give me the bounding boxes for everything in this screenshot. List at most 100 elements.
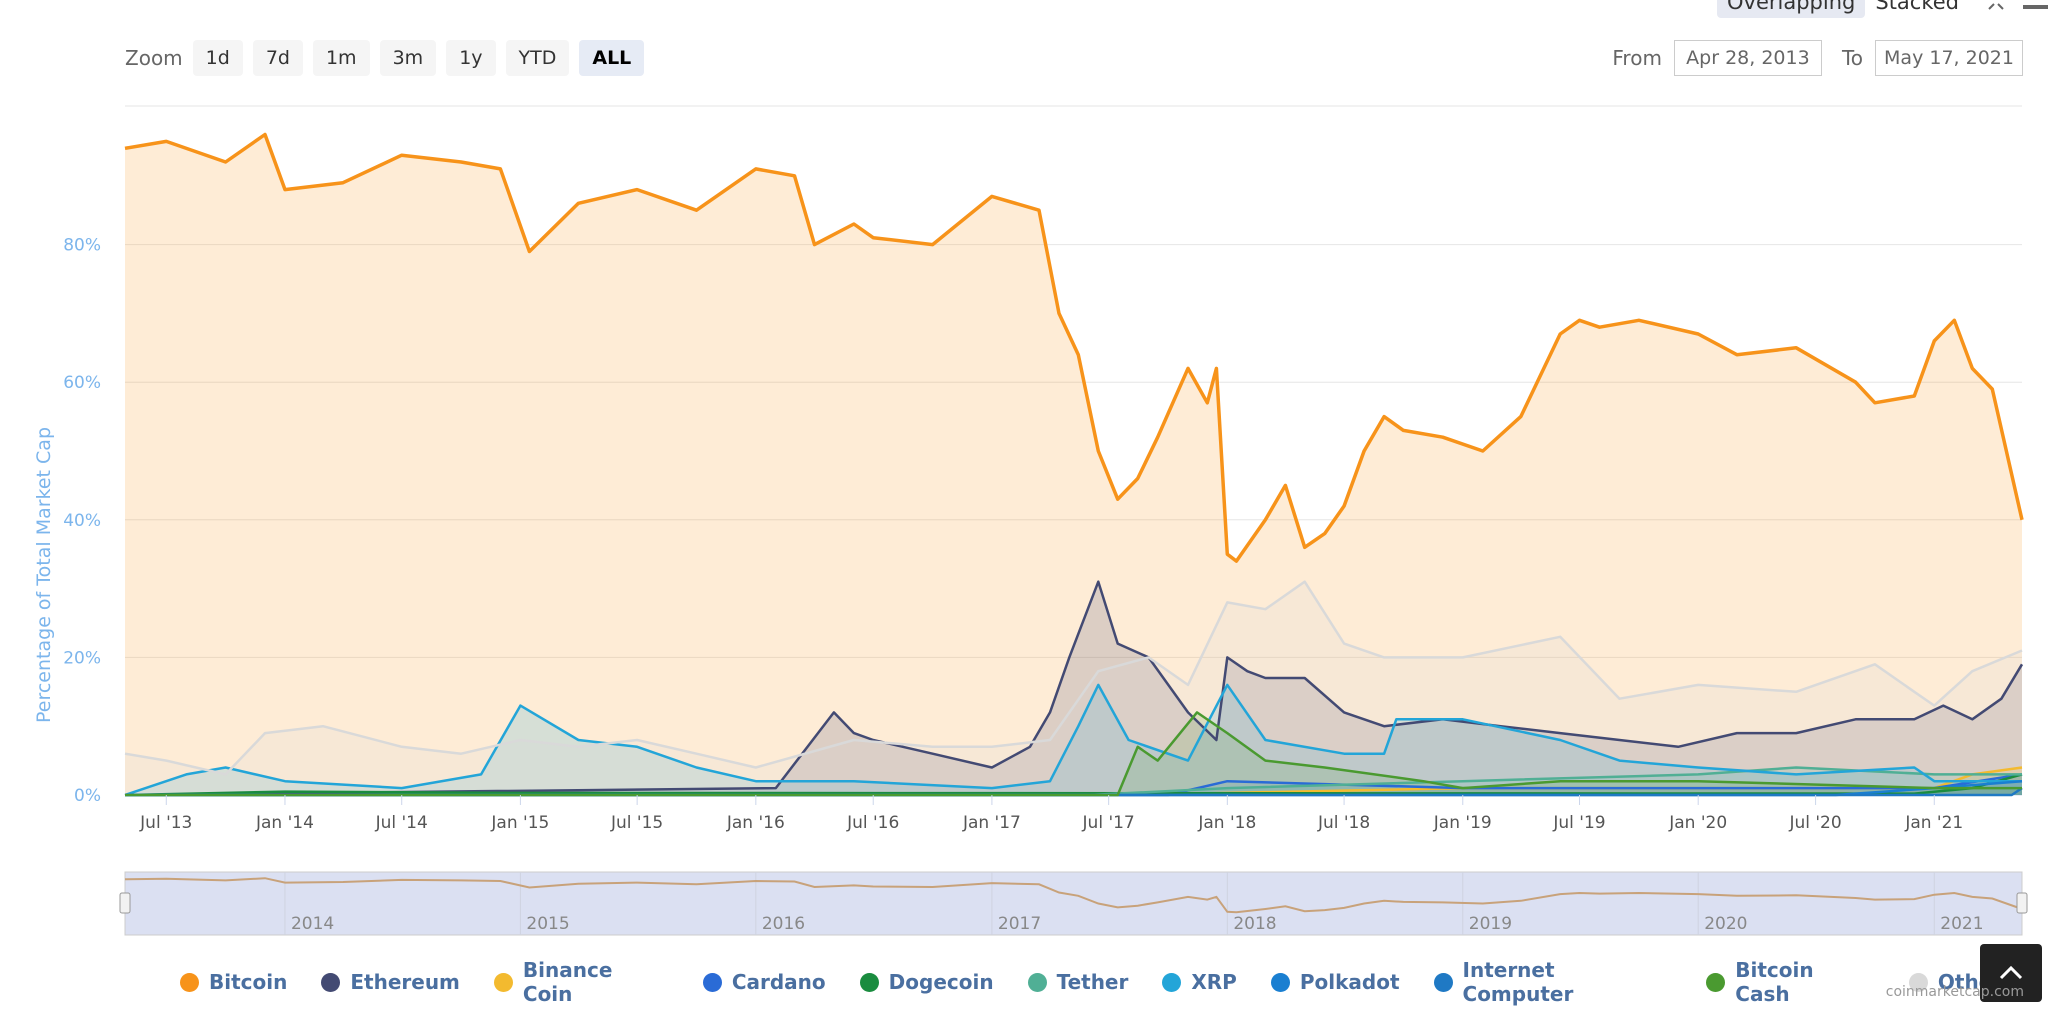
y-tick-label: 80% bbox=[63, 236, 101, 256]
series-area-xrp bbox=[125, 684, 2022, 795]
legend-label: Ethereum bbox=[350, 970, 460, 994]
y-tick-label: 40% bbox=[63, 511, 101, 531]
x-tick-label: Jul '16 bbox=[846, 813, 899, 833]
series-line-others bbox=[124, 580, 2023, 776]
legend-marker bbox=[493, 972, 513, 992]
navigator-year-label: 2019 bbox=[1469, 914, 1512, 934]
series-area-others bbox=[125, 581, 2022, 795]
x-tick-label: Jul '18 bbox=[1317, 813, 1370, 833]
zoom-all-button[interactable]: ALL bbox=[579, 40, 645, 76]
menu-icon[interactable] bbox=[2023, 2, 2048, 16]
x-tick-label: Jan '15 bbox=[490, 813, 549, 833]
x-tick-label: Jan '18 bbox=[1197, 813, 1256, 833]
x-tick-label: Jan '19 bbox=[1433, 813, 1492, 833]
legend-item-polkadot[interactable]: Polkadot bbox=[1270, 970, 1400, 994]
x-tick-label: Jul '20 bbox=[1788, 813, 1841, 833]
legend-marker bbox=[1162, 972, 1182, 992]
legend-label: Cardano bbox=[731, 970, 826, 994]
date-range: From To bbox=[1592, 40, 2023, 76]
navigator-year-label: 2014 bbox=[291, 914, 334, 934]
navigator-year-label: 2020 bbox=[1704, 914, 1747, 934]
series-area-bitcoin-cash bbox=[125, 712, 2022, 795]
legend-label: Bitcoin Cash bbox=[1735, 958, 1814, 1006]
navigator-handle-left[interactable] bbox=[119, 892, 131, 914]
from-label: From bbox=[1612, 46, 1662, 70]
navigator-year-label: 2018 bbox=[1233, 914, 1276, 934]
x-tick-label: Jul '14 bbox=[375, 813, 428, 833]
x-tick-label: Jul '13 bbox=[139, 813, 192, 833]
credit-text: coinmarketcap.com bbox=[1885, 984, 2024, 1000]
legend-marker bbox=[1270, 972, 1290, 992]
legend-label: Dogecoin bbox=[888, 970, 994, 994]
legend-item-binance-coin[interactable]: Binance Coin bbox=[493, 958, 669, 1006]
series-line-xrp bbox=[124, 683, 2022, 797]
x-tick-label: Jul '15 bbox=[610, 813, 663, 833]
x-tick-label: Jul '17 bbox=[1082, 813, 1135, 833]
x-tick-label: Jan '20 bbox=[1668, 813, 1727, 833]
zoom-7d-button[interactable]: 7d bbox=[252, 40, 303, 76]
back-to-top-button[interactable] bbox=[1980, 944, 2042, 1002]
navigator-handle-right[interactable] bbox=[2016, 892, 2028, 914]
legend-marker bbox=[859, 972, 879, 992]
series-area-cardano bbox=[125, 774, 2022, 795]
legend-label: Polkadot bbox=[1299, 970, 1400, 994]
from-date-input[interactable] bbox=[1673, 40, 1822, 76]
navigator-selection[interactable] bbox=[124, 871, 2023, 936]
zoom-controls: Zoom 1d 7d 1m 3m 1y YTD ALL bbox=[125, 40, 654, 76]
navigator-year-label: 2015 bbox=[526, 914, 569, 934]
zoom-1d-button[interactable]: 1d bbox=[192, 40, 243, 76]
legend-item-tether[interactable]: Tether bbox=[1027, 970, 1128, 994]
navigator-year-label: 2017 bbox=[998, 914, 1041, 934]
to-date-input[interactable] bbox=[1875, 40, 2023, 76]
y-tick-label: 60% bbox=[63, 373, 101, 393]
legend-label: XRP bbox=[1191, 970, 1237, 994]
x-tick-label: Jan '16 bbox=[726, 813, 785, 833]
x-tick-label: Jan '21 bbox=[1904, 813, 1963, 833]
legend-marker bbox=[1027, 972, 1047, 992]
legend-marker bbox=[180, 972, 199, 992]
navigator-year-label: 2016 bbox=[762, 914, 805, 934]
overlapping-button[interactable]: Overlapping bbox=[1717, 0, 1866, 18]
legend-item-xrp[interactable]: XRP bbox=[1162, 970, 1237, 994]
zoom-1y-button[interactable]: 1y bbox=[446, 40, 496, 76]
zoom-1m-button[interactable]: 1m bbox=[312, 40, 370, 76]
legend-marker bbox=[1706, 972, 1726, 992]
y-tick-label: 0% bbox=[74, 786, 101, 806]
legend-label: Binance Coin bbox=[522, 958, 613, 1006]
stacked-button[interactable]: Stacked bbox=[1865, 0, 1970, 18]
series-area-bitcoin bbox=[125, 134, 2022, 795]
zoom-label: Zoom bbox=[125, 46, 183, 70]
legend-item-ethereum[interactable]: Ethereum bbox=[321, 970, 460, 994]
series-line-ethereum bbox=[124, 580, 2024, 797]
legend-item-internet-computer[interactable]: Internet Computer bbox=[1433, 958, 1673, 1006]
legend-marker bbox=[702, 972, 722, 992]
legend-marker bbox=[1908, 972, 1928, 992]
zoom-3m-button[interactable]: 3m bbox=[379, 40, 437, 76]
y-axis: 0% 20% 40% 60% 80% bbox=[63, 236, 101, 806]
zoom-ytd-button[interactable]: YTD bbox=[505, 40, 570, 76]
navigator[interactable]: 2014 2015 2016 2017 2018 2019 2020 2021 bbox=[119, 871, 2028, 936]
navigator-series-line bbox=[124, 877, 2023, 914]
legend-label: Bitcoin bbox=[209, 970, 288, 994]
series-lines bbox=[124, 132, 2024, 797]
y-tick-label: 20% bbox=[63, 648, 101, 668]
legend: Bitcoin Ethereum Binance Coin Cardano Dogeco… bbox=[180, 958, 2048, 1006]
navigator-year-label: 2021 bbox=[1940, 914, 1983, 934]
legend-item-bitcoin[interactable]: Bitcoin bbox=[180, 970, 287, 994]
x-tick-label: Jul '19 bbox=[1552, 813, 1605, 833]
legend-item-bitcoin-cash[interactable]: Bitcoin Cash bbox=[1706, 958, 1875, 1006]
chevron-up-icon bbox=[1999, 966, 2023, 980]
series-area-ethereum bbox=[125, 581, 2022, 795]
series-areas bbox=[125, 134, 2022, 795]
to-label: To bbox=[1841, 46, 1863, 70]
legend-item-cardano[interactable]: Cardano bbox=[702, 970, 826, 994]
series-line-dogecoin bbox=[124, 773, 2023, 797]
y-axis-title: Percentage of Total Market Cap bbox=[33, 427, 55, 723]
series-line-bitcoin bbox=[124, 132, 2024, 563]
legend-marker bbox=[321, 972, 341, 992]
x-axis: Jul '13 Jan '14 Jul '14 Jan '15 Jul '15 Jan '… bbox=[139, 795, 1963, 833]
fullscreen-icon[interactable] bbox=[1981, 2, 2011, 16]
chart-mode-tabs: Overlapping Stacked bbox=[1717, 0, 2048, 18]
legend-item-dogecoin[interactable]: Dogecoin bbox=[859, 970, 994, 994]
